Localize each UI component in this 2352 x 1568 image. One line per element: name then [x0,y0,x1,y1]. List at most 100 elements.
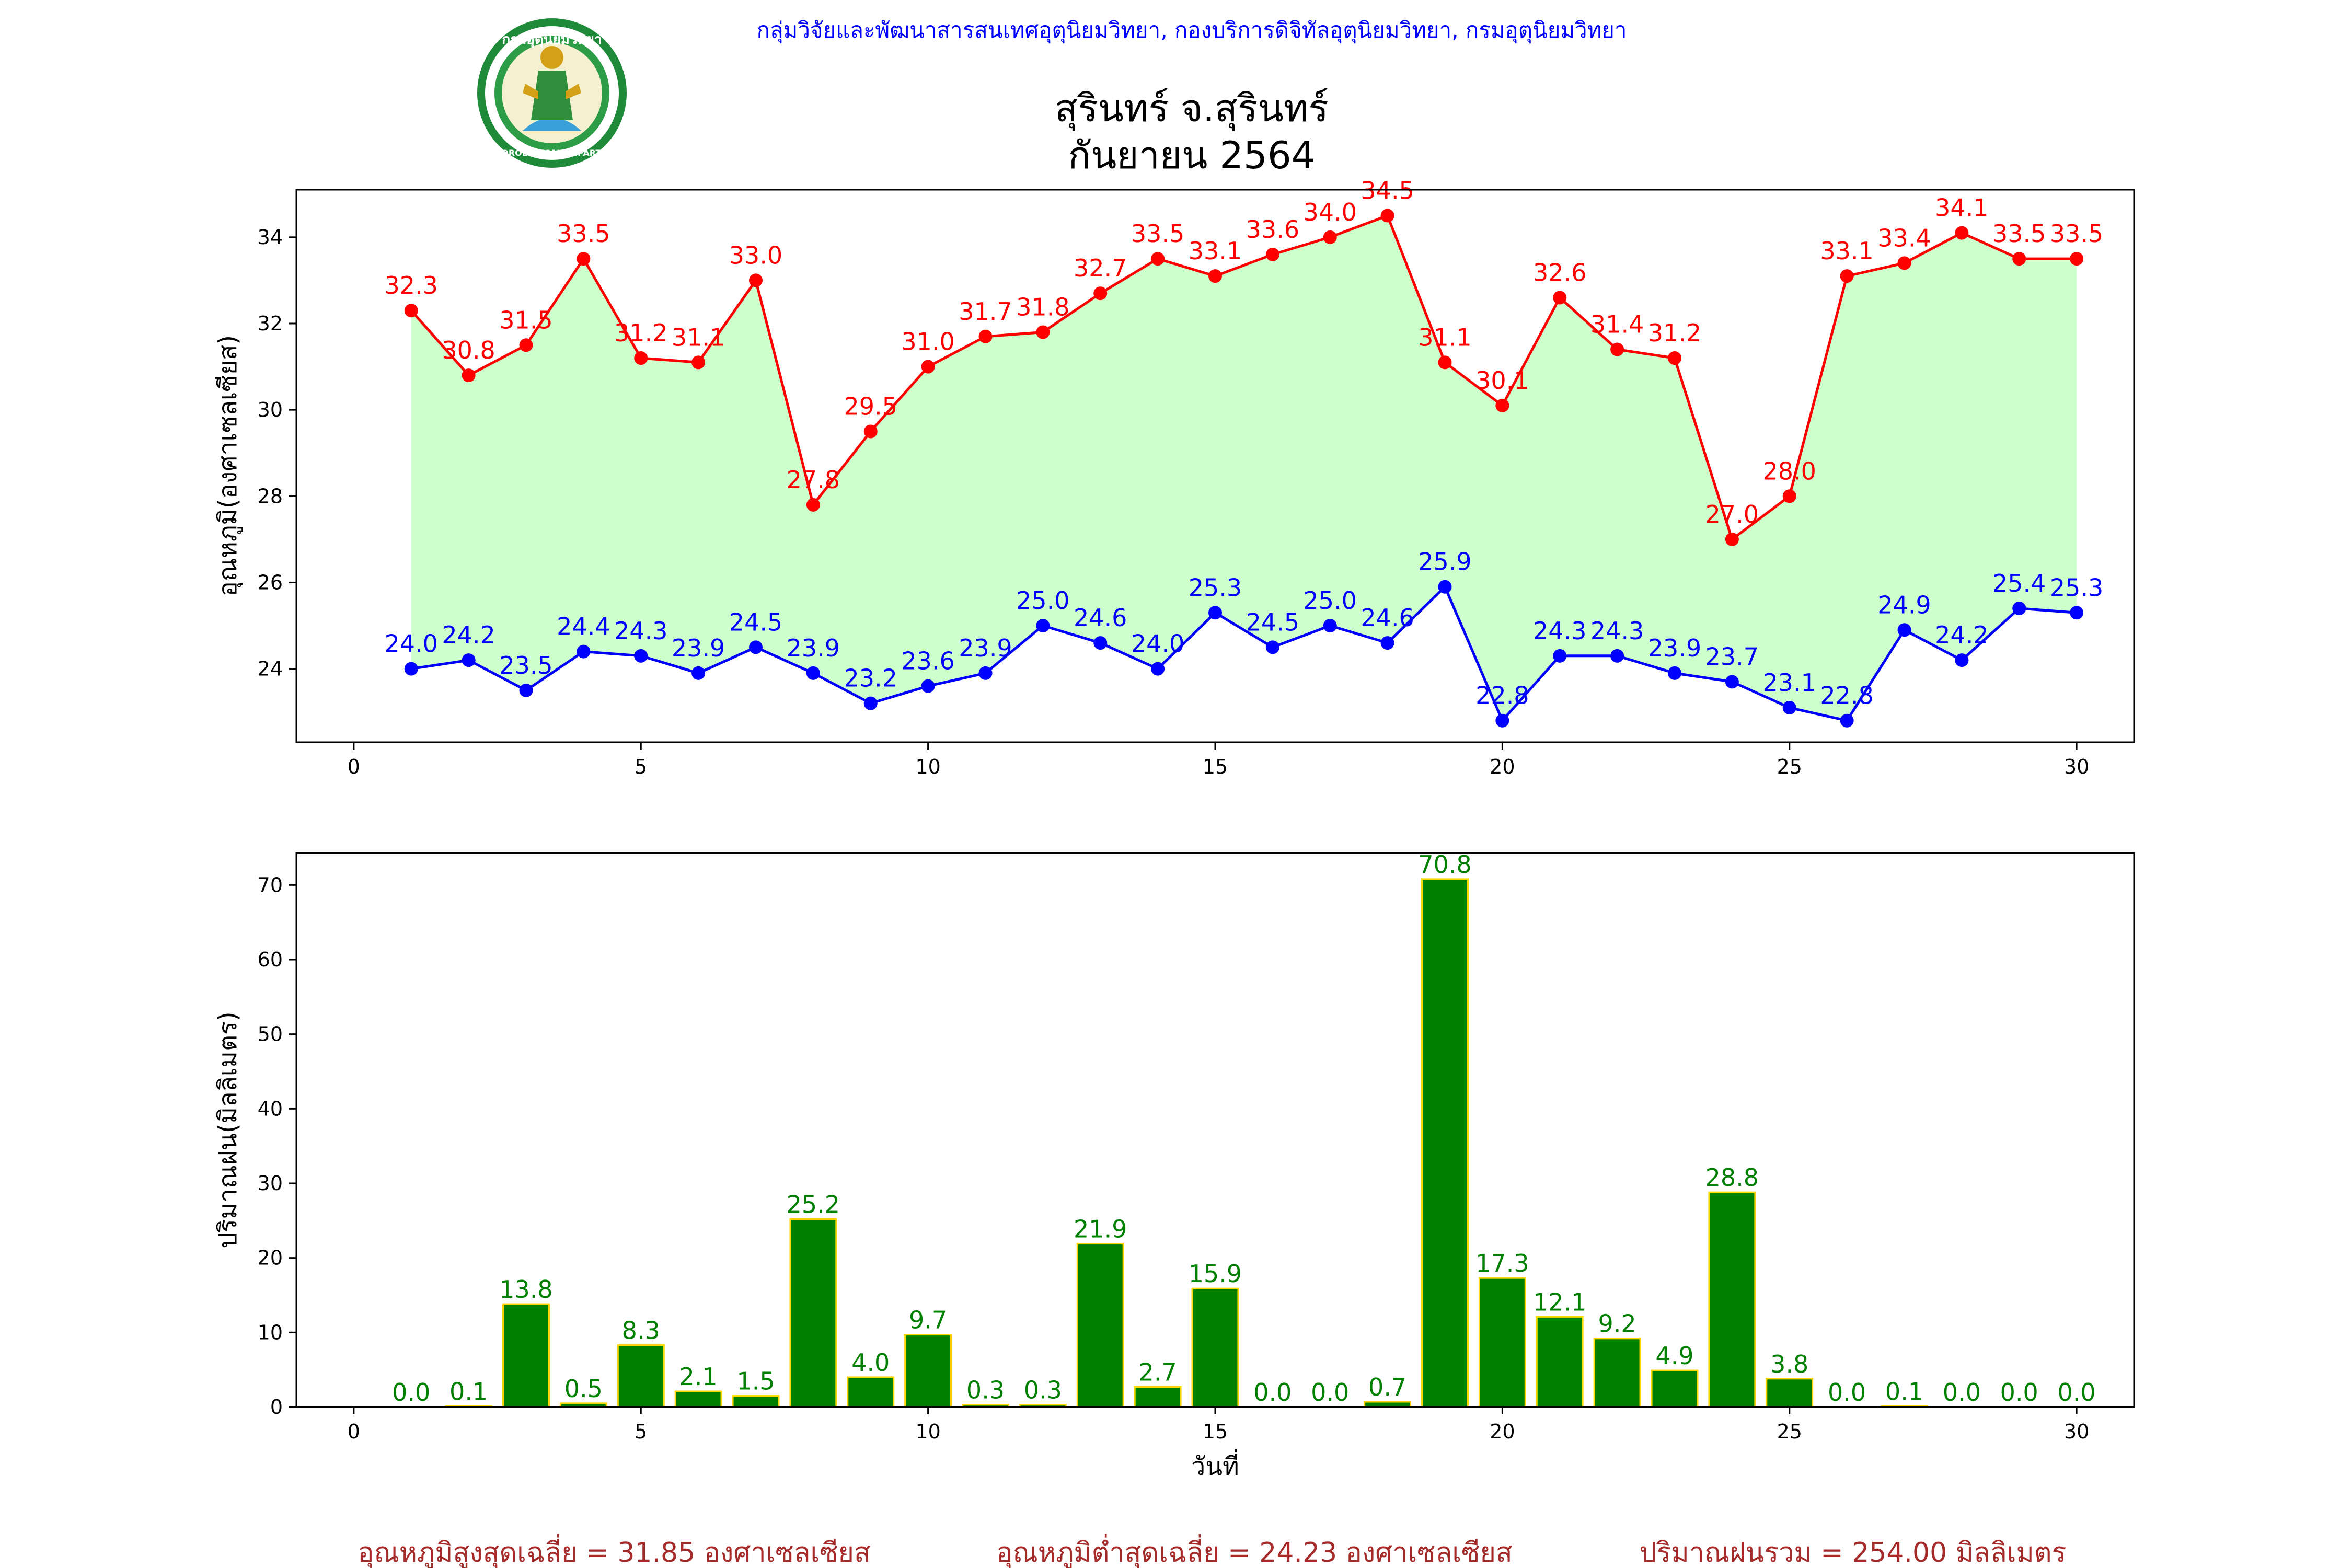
min-temp-data-label: 24.6 [1361,604,1414,632]
rainfall-data-label: 0.0 [2058,1378,2096,1406]
rainfall-x-tick-label: 10 [915,1420,940,1443]
min-temp-data-label: 24.5 [1246,608,1299,636]
max-temp-point [1036,325,1050,339]
avg-max-temp-summary: อุณหภูมิสูงสุดเฉลี่ย = 31.85 องศาเซลเซีย… [358,1534,871,1568]
max-temp-data-label: 31.2 [1648,319,1701,347]
rainfall-x-tick-label: 30 [2064,1420,2089,1443]
rainfall-x-tick-label: 25 [1777,1420,1802,1443]
rainfall-bar [1134,1386,1182,1408]
rainfall-data-label: 3.8 [1770,1350,1808,1378]
min-temp-point [519,683,533,697]
max-temp-point [1897,256,1911,270]
rainfall-y-tick-label: 0 [270,1396,283,1419]
min-temp-data-label: 23.6 [901,647,954,675]
max-temp-data-label: 32.6 [1533,258,1586,286]
temperature-range-fill [411,215,2077,721]
min-temp-point [1208,606,1222,620]
rainfall-data-label: 0.5 [564,1375,603,1403]
max-temp-point [1840,269,1854,283]
rainfall-data-label: 2.1 [679,1363,718,1391]
rainfall-data-label: 0.0 [392,1378,430,1406]
rainfall-bar [674,1390,722,1408]
rainfall-bar [1536,1316,1584,1408]
max-temp-data-label: 33.4 [1877,224,1931,252]
max-temp-point [978,329,993,343]
rainfall-y-axis-label: ปริมาณฝน(มิลลิเมตร) [213,1011,243,1248]
min-temp-point [1610,649,1624,663]
temperature-x-tick-label: 0 [348,755,360,778]
max-temp-data-label: 31.0 [901,328,954,356]
rainfall-data-label: 15.9 [1189,1260,1242,1288]
max-temp-point [462,368,476,383]
rainfall-x-tick-label: 20 [1490,1420,1515,1443]
temperature-y-tick-label: 30 [258,398,283,421]
max-temp-point [1495,398,1509,412]
rainfall-data-label: 25.2 [787,1190,840,1218]
temperature-x-tick-label: 15 [1203,755,1228,778]
rainfall-chart: 0.0 0.1 13.8 0.5 8.3 2.1 1.5 25.2 4.0 9.7 0.3 0.3 21… [213,850,2135,1481]
min-temp-line [411,584,2077,723]
max-temp-data-label: 27.0 [1705,500,1759,528]
rainfall-data-label: 0.0 [1943,1378,1981,1406]
min-temp-point [1725,675,1739,689]
rainfall-y-tick-label: 50 [258,1023,283,1046]
max-temp-point [634,351,648,365]
rainfall-data-label: 28.8 [1705,1163,1759,1192]
min-temp-point [1438,580,1452,594]
temperature-chart: 32.330.831.533.531.2 31.133.027.829.531.0… [213,177,2135,778]
max-temp-data-label: 31.2 [614,319,667,347]
max-temp-point [1725,532,1739,546]
max-temp-point [749,273,763,287]
max-temp-point [691,355,706,370]
min-temp-data-label: 23.9 [1648,634,1701,662]
min-temp-point [1151,662,1165,676]
rainfall-bar [1421,878,1469,1408]
min-temp-data-label: 23.9 [787,634,840,662]
min-temp-data-label: 25.3 [2050,573,2103,602]
rainfall-bar [1593,1338,1641,1408]
temperature-x-tick-label: 30 [2064,755,2089,778]
max-temp-point [1553,291,1567,305]
rainfall-y-tick-label: 40 [258,1097,283,1120]
rainfall-bar [617,1344,665,1408]
rainfall-data-label: 0.3 [966,1376,1005,1404]
max-temp-data-label: 30.8 [442,336,495,364]
rainfall-y-tick-label: 70 [258,873,283,896]
min-temp-point [1782,700,1796,714]
min-temp-data-label: 25.4 [1992,569,2046,597]
max-temp-point [519,338,533,352]
min-temp-point [1380,636,1394,650]
max-temp-data-label: 33.1 [1189,237,1242,265]
min-temp-point [1093,636,1108,650]
max-temp-data-label: 29.5 [844,392,897,420]
min-temp-data-label: 24.0 [1131,630,1184,658]
max-temp-data-label: 30.1 [1475,366,1529,395]
min-temp-point [404,662,418,676]
min-temp-data-label: 23.9 [959,634,1012,662]
rainfall-data-label: 9.2 [1598,1310,1636,1338]
min-temp-data-label: 23.7 [1705,642,1759,671]
max-temp-data-label: 28.0 [1763,457,1816,485]
rainfall-x-tick-label: 5 [635,1420,647,1443]
min-temp-data-label: 23.9 [672,634,725,662]
min-temp-point [1323,619,1337,633]
max-temp-data-label: 33.0 [729,241,782,269]
max-temp-point [1323,230,1337,244]
rainfall-data-label: 0.0 [1311,1378,1349,1406]
rainfall-data-label: 70.8 [1418,850,1471,879]
max-temp-point [1265,247,1279,261]
min-temp-point [1553,649,1567,663]
rainfall-bar [789,1218,837,1408]
min-temp-point [1955,653,1969,667]
rainfall-data-label: 4.9 [1655,1342,1693,1370]
max-temp-point [1380,209,1394,223]
min-temp-data-label: 24.2 [1935,621,1988,649]
rainfall-bar [1478,1277,1526,1408]
min-temp-point [462,653,476,667]
rainfall-data-label: 1.5 [736,1367,775,1396]
min-temp-point [1036,619,1050,633]
temperature-y-tick-label: 34 [258,226,283,249]
max-temp-data-label: 31.7 [959,297,1012,326]
max-temp-point [2012,252,2026,266]
temperature-x-tick-label: 5 [635,755,647,778]
